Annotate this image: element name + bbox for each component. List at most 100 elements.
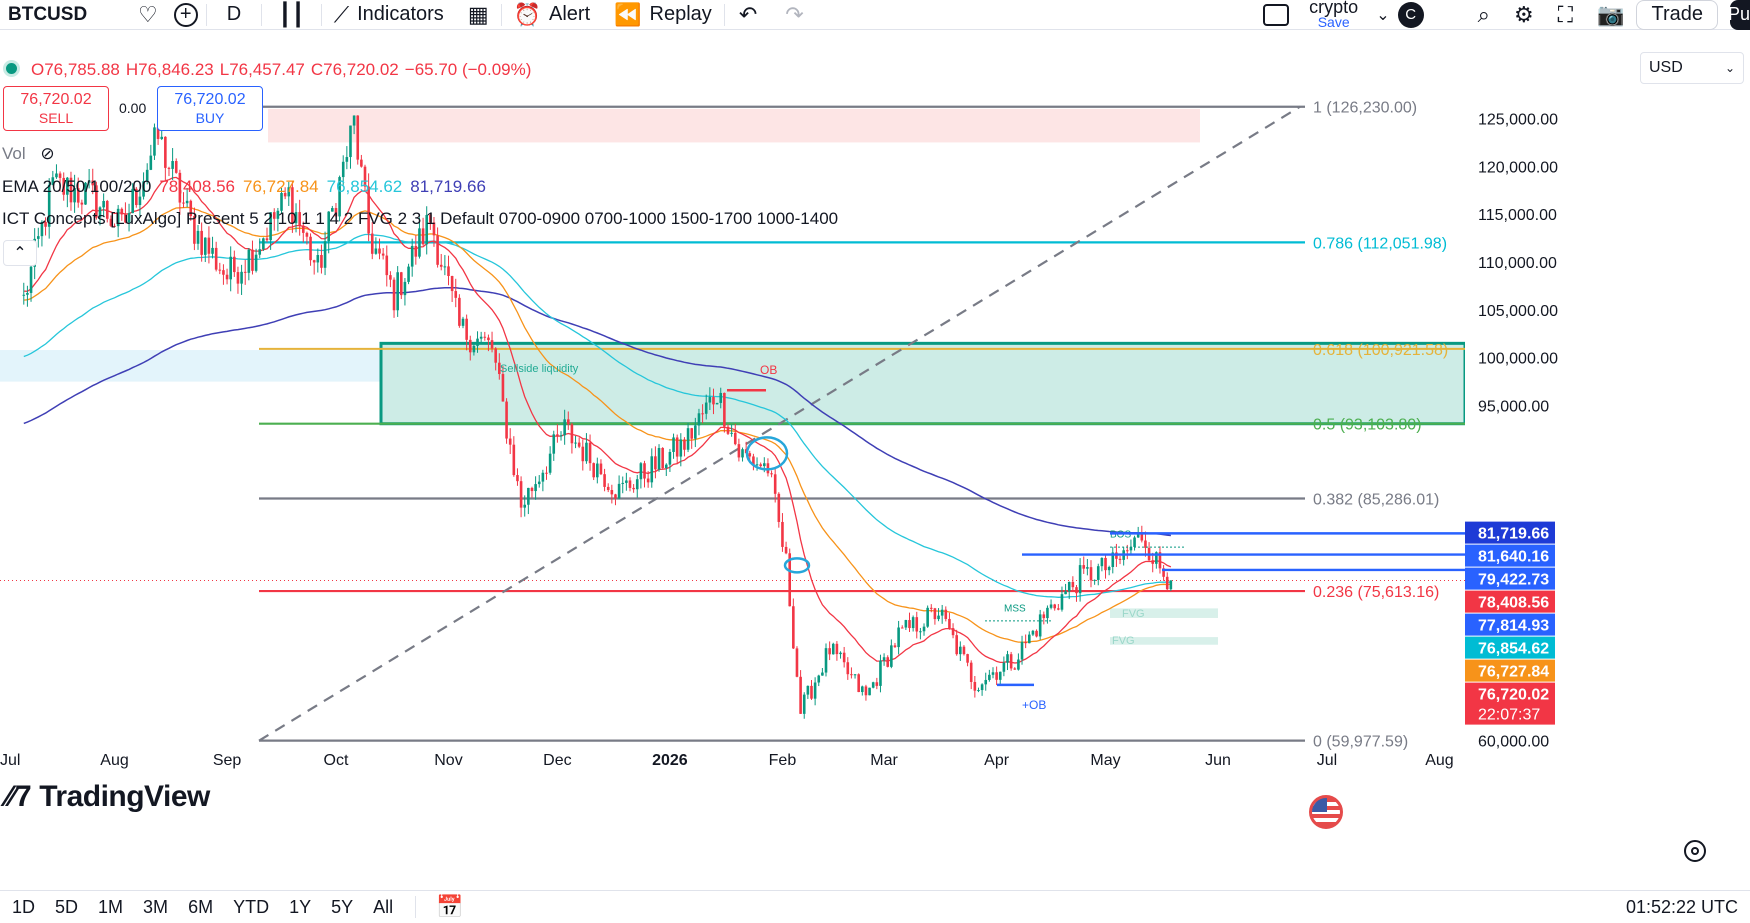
utc-clock[interactable]: 01:52:22 UTC xyxy=(1625,896,1738,917)
quick-search-button[interactable]: ⌕ xyxy=(1466,0,1502,30)
price-tick-label: 100,000.00 xyxy=(1478,351,1558,368)
candle-body xyxy=(802,694,806,714)
candle-body xyxy=(741,449,744,458)
interval-button[interactable]: D xyxy=(207,0,261,30)
range-button-all[interactable]: All xyxy=(373,896,394,917)
candle-body xyxy=(443,266,447,268)
publish-button[interactable]: Pu xyxy=(1728,0,1750,30)
candle-body xyxy=(1013,668,1017,670)
candle-body xyxy=(523,504,527,508)
range-button-5y[interactable]: 5Y xyxy=(331,896,354,917)
fullscreen-button[interactable]: ⛶ xyxy=(1546,0,1585,30)
candle-body xyxy=(955,635,958,655)
save-label: Save xyxy=(1317,13,1350,30)
collapse-legend-button[interactable]: ⌃ xyxy=(3,240,37,266)
candle-body xyxy=(378,248,381,254)
range-button-1m[interactable]: 1M xyxy=(98,896,124,917)
layout-menu-button[interactable]: ⌄ xyxy=(1368,0,1397,30)
order-block-box xyxy=(379,341,1467,426)
ema100-value: 76,854.62 xyxy=(326,177,403,196)
trade-button[interactable]: Trade xyxy=(1636,0,1718,30)
ohlc-high: H76,846.23 xyxy=(125,60,214,79)
candle-body xyxy=(135,188,138,206)
chart-type-button[interactable]: ┃┃ xyxy=(262,0,321,30)
range-button-ytd[interactable]: YTD xyxy=(233,896,270,917)
sell-button[interactable]: 76,720.02 SELL xyxy=(3,86,109,131)
range-button-3m[interactable]: 3M xyxy=(143,896,169,917)
candle-body xyxy=(149,155,153,170)
price-tick-label: 120,000.00 xyxy=(1478,159,1558,176)
candle-body xyxy=(599,463,603,475)
snapshot-button[interactable]: 📷 xyxy=(1585,0,1636,30)
candle-body xyxy=(349,125,352,158)
replay-button[interactable]: ⏪ Replay xyxy=(602,0,724,30)
layout-toggle[interactable] xyxy=(1253,0,1299,30)
volume-label: Vol xyxy=(2,144,26,163)
volume-legend[interactable]: Vol ⊘ xyxy=(2,144,55,164)
ema-legend[interactable]: EMA 20/50/100/200 78,408.56 76,727.84 76,85… xyxy=(2,177,486,197)
settings-button[interactable]: ⚙ xyxy=(1502,0,1546,30)
buy-button[interactable]: 76,720.02 BUY xyxy=(157,86,263,131)
range-button-1d[interactable]: 1D xyxy=(12,896,36,917)
fib-label-1: 1 (126,230.00) xyxy=(1313,100,1417,117)
candle-body xyxy=(501,374,505,402)
price-label-box xyxy=(1465,682,1555,725)
fibonacci-retracement[interactable]: 1 (126,230.00) 0.786 (112,051.98) 0.618 (1… xyxy=(258,100,1465,751)
candle-body xyxy=(545,472,548,474)
candle-body xyxy=(22,294,26,296)
candle-body xyxy=(839,652,842,655)
time-axis[interactable]: Jul Aug Sep Oct Nov Dec 2026 Feb Mar Apr May Jun Jul… xyxy=(0,752,1454,769)
price-label-value: 81,719.66 xyxy=(1478,526,1549,543)
range-button-6m[interactable]: 6M xyxy=(188,896,214,917)
save-layout-button[interactable]: crypto Save xyxy=(1299,0,1368,30)
price-label-box xyxy=(1465,567,1555,590)
candle-body xyxy=(570,424,574,444)
price-axis[interactable]: 60,000.0065,000.0070,000.0075,000.0095,0… xyxy=(1465,30,1750,890)
go-to-date-button[interactable]: 📅 xyxy=(428,894,471,920)
candle-body xyxy=(341,161,345,178)
candle-body xyxy=(1057,608,1060,610)
candle-body xyxy=(316,255,320,263)
time-settings-icon[interactable] xyxy=(1684,840,1706,862)
candle-body xyxy=(610,490,614,495)
candle-body xyxy=(632,487,635,490)
alert-button[interactable]: ⏰ Alert xyxy=(502,0,603,30)
candle-body xyxy=(661,448,664,468)
candle-body xyxy=(726,426,730,434)
undo-button[interactable]: ↶ xyxy=(725,0,771,30)
candle-body xyxy=(1089,567,1093,581)
price-chart[interactable]: 1 (126,230.00) 0.786 (112,051.98) 0.618 (1… xyxy=(0,30,1750,890)
compare-button[interactable]: + xyxy=(166,0,206,30)
ict-legend[interactable]: ICT Concepts [LuxAlgo] Present 5 2 10 1 … xyxy=(2,209,839,228)
replay-label: Replay xyxy=(649,3,712,25)
price-label-box xyxy=(1465,521,1555,544)
sellside-liquidity-label: Sellside liquidity xyxy=(500,363,579,375)
candle-body xyxy=(577,442,581,447)
eye-off-icon[interactable]: ⊘ xyxy=(40,144,55,163)
candle-body xyxy=(265,238,269,241)
range-button-5d[interactable]: 5D xyxy=(55,896,79,917)
indicators-label: Indicators xyxy=(357,3,444,25)
candle-body xyxy=(95,185,98,218)
add-symbol-button[interactable]: ♡ xyxy=(130,0,166,30)
templates-button[interactable]: ▦ xyxy=(456,0,501,30)
fib-label-0-618: 0.618 (100,921.58) xyxy=(1313,342,1448,359)
symbol-search[interactable]: BTCUSD xyxy=(0,0,130,30)
alert-label: Alert xyxy=(549,3,591,25)
indicators-button[interactable]: ⟋ Indicators xyxy=(322,0,456,30)
currency-select[interactable]: USD ⌄ xyxy=(1640,52,1744,84)
candle-body xyxy=(1020,641,1024,660)
candle-body xyxy=(447,266,450,277)
candle-body xyxy=(962,646,966,655)
avatar[interactable]: C xyxy=(1397,1,1424,28)
range-button-1y[interactable]: 1Y xyxy=(289,896,312,917)
candle-body xyxy=(548,453,552,473)
candle-body xyxy=(795,648,799,677)
redo-button[interactable]: ↷ xyxy=(771,0,817,30)
candle-body xyxy=(1151,560,1155,564)
candle-body xyxy=(1078,565,1082,594)
candle-body xyxy=(1053,604,1056,609)
candle-body xyxy=(701,413,704,415)
candle-body xyxy=(156,127,160,139)
candle-body xyxy=(686,428,690,450)
